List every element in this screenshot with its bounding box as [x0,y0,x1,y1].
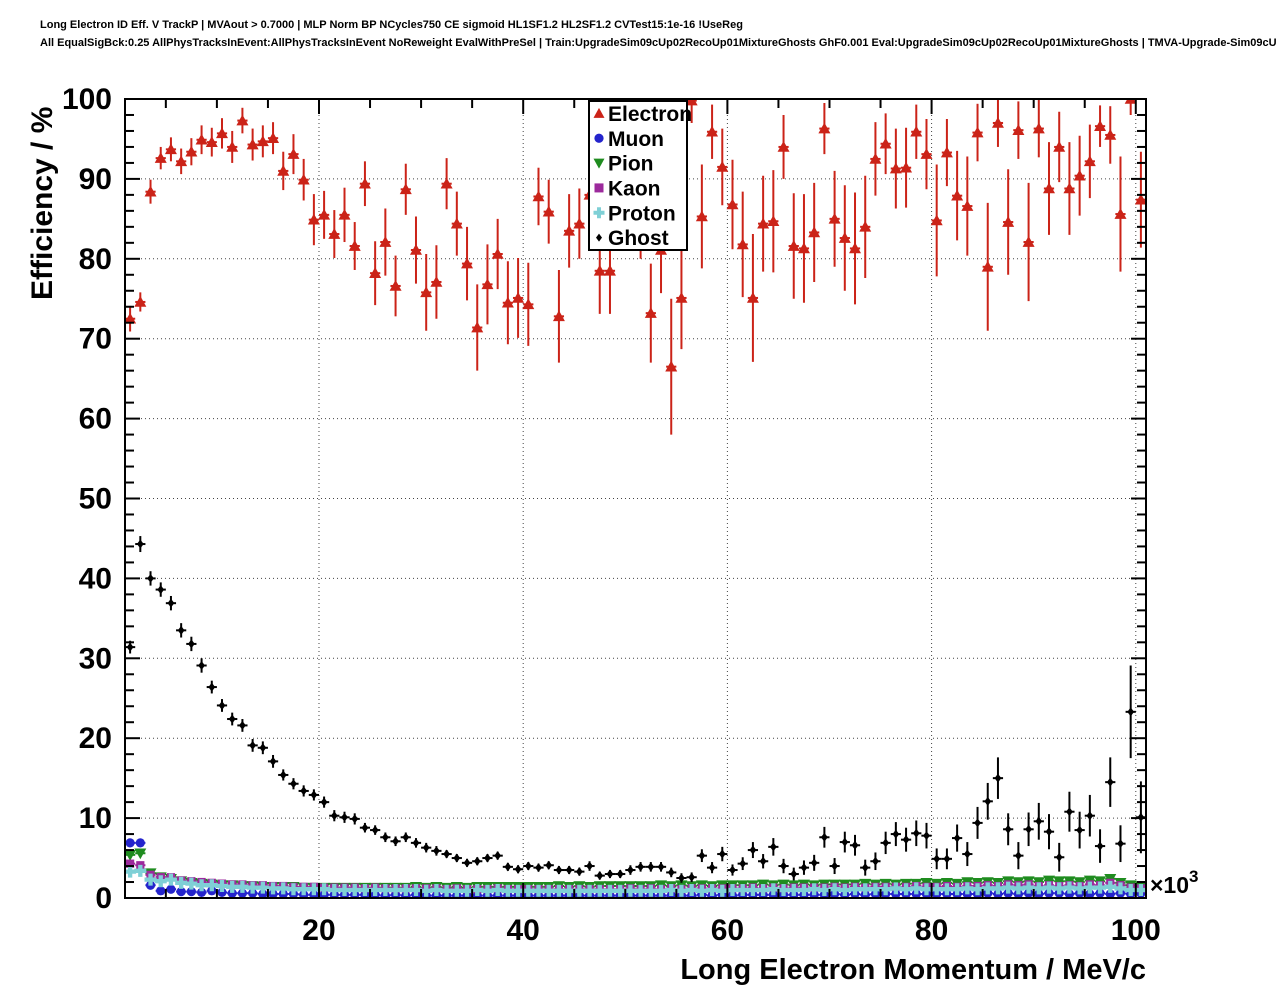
x-axis-title: Long Electron Momentum / MeV/c [680,954,1146,986]
legend-label-ghost: Ghost [608,227,669,250]
x-tick-label-60: 60 [711,914,744,947]
x-axis-power: ×103 [1150,867,1198,898]
legend-label-electron: Electron [608,103,692,126]
y-axis-title: Efficiency / % [26,107,59,300]
y-tick-label-30: 30 [79,642,112,675]
y-tick-label-0: 0 [95,882,112,915]
y-tick-label-20: 20 [79,722,112,755]
y-axis-title-group: Efficiency / % [26,107,59,300]
x-tick-label-100: 100 [1111,914,1161,947]
x-tick-label-20: 20 [302,914,335,947]
legend-item-muon: Muon [594,128,664,151]
y-tick-label-70: 70 [79,323,112,356]
legend-label-pion: Pion [608,153,654,176]
legend-item-proton: Proton [593,202,676,225]
series-proton [125,864,1146,897]
y-tick-label-80: 80 [79,243,112,276]
y-tick-label-40: 40 [79,562,112,595]
y-tick-label-50: 50 [79,483,112,516]
legend-label-proton: Proton [608,202,676,225]
x-axis-tick-labels: 20 40 60 80 100 [302,914,1161,947]
legend-label-muon: Muon [608,128,664,151]
y-tick-label-100: 100 [62,83,112,116]
y-axis-tick-labels: 0 10 20 30 40 50 60 70 80 90 100 [62,83,112,915]
legend-item-ghost: Ghost [596,227,669,250]
series-ghost [125,536,1146,883]
x-axis-power-label: ×103 [1150,867,1198,898]
x-tick-label-80: 80 [915,914,948,947]
y-tick-label-60: 60 [79,403,112,436]
plot-title-line1: Long Electron ID Eff. V TrackP | MVAout … [40,19,743,31]
legend-label-kaon: Kaon [608,177,661,200]
legend-item-electron: Electron [593,103,692,126]
legend-item-kaon: Kaon [594,177,661,200]
y-tick-label-90: 90 [79,163,112,196]
x-tick-label-40: 40 [507,914,540,947]
legend-item-pion: Pion [593,153,654,176]
y-tick-label-10: 10 [79,802,112,835]
x-axis-title-group: Long Electron Momentum / MeV/c [680,954,1146,986]
axis-ticks [125,98,1146,899]
plot-title-line2: All EqualSigBck:0.25 AllPhysTracksInEven… [40,37,1276,49]
